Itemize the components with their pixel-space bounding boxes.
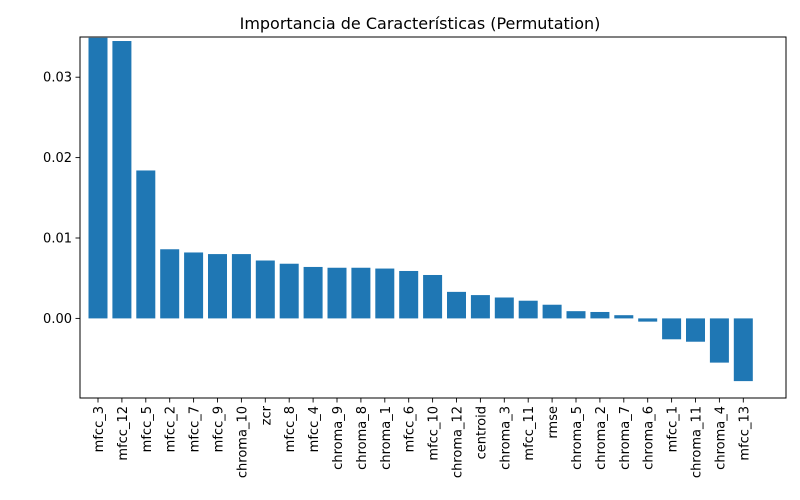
bar-mfcc-3 (88, 37, 108, 319)
bar-chroma-5 (566, 311, 586, 319)
x-tick-label: mfcc_6 (403, 406, 418, 452)
y-tick-label: 0.03 (43, 71, 72, 86)
x-tick-label: chroma_5 (570, 406, 585, 470)
bar-mfcc-1 (662, 318, 682, 340)
bar-rmse (542, 304, 562, 319)
bar-chroma-11 (686, 318, 705, 342)
bar-mfcc-2 (160, 249, 180, 319)
x-tick-label: mfcc_4 (307, 406, 322, 452)
x-tick-label: chroma_10 (235, 406, 250, 478)
y-tick-label: 0.01 (43, 232, 72, 247)
x-tick-label: chroma_2 (594, 406, 609, 470)
bar-mfcc-7 (184, 252, 204, 319)
bar-chroma-12 (447, 291, 466, 319)
bar-centroid (470, 295, 490, 319)
bar-chroma-1 (375, 268, 395, 319)
x-tick-label: mfcc_2 (164, 406, 179, 452)
x-tick-label: chroma_8 (355, 406, 370, 470)
x-tick-label: mfcc_7 (188, 406, 203, 452)
bar-mfcc-6 (399, 270, 419, 319)
bar-mfcc-13 (733, 318, 753, 382)
y-tick-layer: 0.00 0.01 0.02 0.03 (43, 71, 80, 327)
y-tick-label: 0.02 (43, 151, 72, 166)
x-tick-label: mfcc_3 (92, 406, 107, 452)
bar-mfcc-4 (303, 266, 323, 319)
x-tick-layer: mfcc_3 mfcc_12 mfcc_5 mfcc_2 mfcc_7 mfcc_9 chr… (92, 398, 752, 478)
bar-chroma-4 (709, 318, 729, 363)
x-tick-label: mfcc_5 (140, 406, 155, 452)
x-tick-label: centroid (474, 406, 489, 459)
bar-chroma-10 (231, 254, 251, 319)
x-tick-label: chroma_1 (379, 406, 394, 470)
x-tick-label: mfcc_11 (522, 406, 537, 461)
x-tick-label: chroma_12 (451, 406, 466, 478)
x-tick-label: zcr (259, 405, 274, 425)
axes-layer (79, 36, 787, 399)
x-tick-label: rmse (546, 406, 561, 439)
bar-mfcc-11 (518, 300, 538, 319)
x-tick-label: mfcc_10 (427, 406, 442, 461)
bar-chroma-2 (590, 311, 610, 319)
bar-mfcc-12 (112, 41, 132, 319)
x-tick-label: chroma_6 (642, 406, 657, 470)
y-tick-label: 0.00 (43, 312, 72, 327)
x-tick-label: mfcc_13 (737, 406, 752, 461)
x-tick-label: chroma_4 (713, 406, 728, 470)
x-tick-label: chroma_11 (690, 406, 705, 478)
chart-title: Importancia de Características (Permutat… (240, 14, 601, 33)
bar-mfcc-5 (136, 170, 156, 319)
bar-mfcc-10 (423, 274, 443, 319)
bar-chroma-7 (614, 315, 634, 319)
x-tick-label: mfcc_12 (116, 406, 131, 461)
x-tick-label: chroma_3 (498, 406, 513, 470)
plot-frame (79, 36, 787, 399)
x-tick-label: mfcc_1 (666, 406, 681, 452)
bar-chroma-3 (494, 297, 514, 319)
x-tick-label: chroma_9 (331, 406, 346, 470)
bar-mfcc-9 (208, 254, 227, 319)
bar-chroma-9 (327, 267, 347, 319)
bar-chroma-6 (638, 318, 658, 322)
x-tick-label: mfcc_9 (212, 406, 227, 452)
bars-layer (88, 37, 753, 382)
bar-zcr (255, 260, 275, 319)
x-tick-label: mfcc_8 (283, 406, 298, 452)
x-tick-label: chroma_7 (618, 406, 633, 470)
bar-mfcc-8 (279, 263, 299, 319)
bar-chroma-8 (351, 267, 371, 319)
